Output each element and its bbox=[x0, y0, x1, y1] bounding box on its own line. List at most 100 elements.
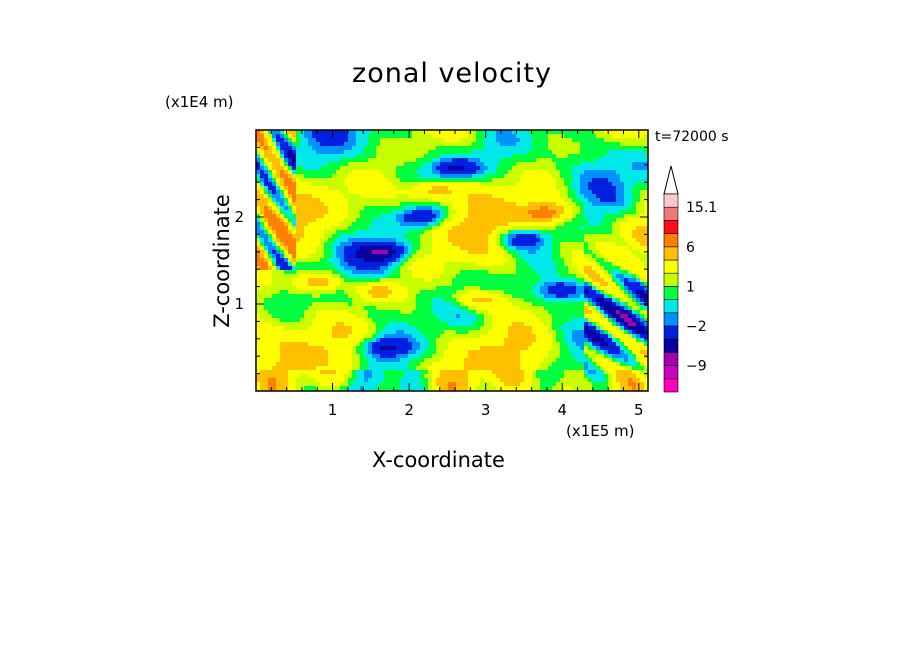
field-cell bbox=[524, 254, 529, 259]
field-cell bbox=[332, 162, 337, 167]
field-cell bbox=[536, 290, 541, 295]
field-cell bbox=[468, 182, 473, 187]
field-cell bbox=[540, 314, 545, 319]
field-cell bbox=[588, 170, 593, 175]
field-cell bbox=[300, 158, 305, 163]
field-cell bbox=[344, 150, 349, 155]
field-cell bbox=[608, 142, 613, 147]
field-cell bbox=[336, 146, 341, 151]
field-cell bbox=[448, 178, 453, 183]
field-cell bbox=[328, 190, 333, 195]
field-cell bbox=[488, 266, 493, 271]
field-cell bbox=[488, 130, 493, 135]
field-cell bbox=[356, 302, 361, 307]
field-cell bbox=[392, 298, 397, 303]
field-cell bbox=[640, 270, 645, 275]
field-cell bbox=[628, 158, 633, 163]
field-cell bbox=[436, 162, 441, 167]
field-cell bbox=[444, 222, 449, 227]
field-cell bbox=[544, 170, 549, 175]
field-cell bbox=[404, 270, 409, 275]
field-cell bbox=[492, 322, 497, 327]
field-cell bbox=[308, 302, 313, 307]
field-cell bbox=[288, 170, 293, 175]
field-cell bbox=[464, 266, 469, 271]
field-cell bbox=[636, 270, 641, 275]
field-cell bbox=[336, 330, 341, 335]
field-cell bbox=[536, 302, 541, 307]
field-cell bbox=[328, 218, 333, 223]
field-cell bbox=[480, 290, 485, 295]
field-cell bbox=[460, 330, 465, 335]
field-cell bbox=[348, 266, 353, 271]
field-cell bbox=[612, 298, 617, 303]
field-cell bbox=[460, 150, 465, 155]
field-cell bbox=[296, 298, 301, 303]
field-cell bbox=[416, 274, 421, 279]
field-cell bbox=[440, 294, 445, 299]
field-cell bbox=[400, 202, 405, 207]
field-cell bbox=[588, 158, 593, 163]
field-cell bbox=[644, 154, 648, 159]
field-cell bbox=[256, 194, 261, 199]
field-cell bbox=[460, 186, 465, 191]
field-cell bbox=[288, 306, 293, 311]
field-cell bbox=[268, 210, 273, 215]
field-cell bbox=[364, 282, 369, 287]
field-cell bbox=[520, 262, 525, 267]
field-cell bbox=[524, 146, 529, 151]
field-cell bbox=[256, 166, 261, 171]
field-cell bbox=[580, 322, 585, 327]
field-cell bbox=[564, 302, 569, 307]
field-cell bbox=[592, 194, 597, 199]
field-cell bbox=[408, 322, 413, 327]
field-cell bbox=[576, 158, 581, 163]
field-cell bbox=[484, 310, 489, 315]
field-cell bbox=[592, 202, 597, 207]
field-cell bbox=[396, 282, 401, 287]
field-cell bbox=[284, 202, 289, 207]
field-cell bbox=[448, 226, 453, 231]
field-cell bbox=[500, 182, 505, 187]
field-cell bbox=[300, 330, 305, 335]
field-cell bbox=[636, 246, 641, 251]
field-cell bbox=[644, 182, 648, 187]
field-cell bbox=[504, 230, 509, 235]
field-cell bbox=[476, 198, 481, 203]
field-cell bbox=[384, 202, 389, 207]
field-cell bbox=[336, 178, 341, 183]
field-cell bbox=[400, 242, 405, 247]
field-cell bbox=[612, 274, 617, 279]
field-cell bbox=[336, 242, 341, 247]
field-cell bbox=[356, 322, 361, 327]
field-cell bbox=[532, 214, 537, 219]
field-cell bbox=[480, 130, 485, 135]
field-cell bbox=[456, 174, 461, 179]
field-cell bbox=[476, 146, 481, 151]
field-cell bbox=[480, 222, 485, 227]
field-cell bbox=[268, 298, 273, 303]
field-cell bbox=[520, 202, 525, 207]
field-cell bbox=[408, 218, 413, 223]
field-cell bbox=[292, 278, 297, 283]
field-cell bbox=[420, 282, 425, 287]
field-cell bbox=[364, 210, 369, 215]
field-cell bbox=[532, 258, 537, 263]
field-cell bbox=[360, 158, 365, 163]
field-cell bbox=[344, 134, 349, 139]
field-cell bbox=[504, 282, 509, 287]
field-cell bbox=[552, 222, 557, 227]
field-cell bbox=[396, 158, 401, 163]
field-cell bbox=[280, 298, 285, 303]
field-cell bbox=[460, 234, 465, 239]
field-cell bbox=[392, 154, 397, 159]
field-cell bbox=[460, 290, 465, 295]
field-cell bbox=[420, 138, 425, 143]
field-cell bbox=[256, 190, 261, 195]
field-cell bbox=[388, 330, 393, 335]
field-cell bbox=[532, 190, 537, 195]
field-cell bbox=[284, 274, 289, 279]
field-cell bbox=[420, 186, 425, 191]
field-cell bbox=[352, 262, 357, 267]
field-cell bbox=[576, 238, 581, 243]
